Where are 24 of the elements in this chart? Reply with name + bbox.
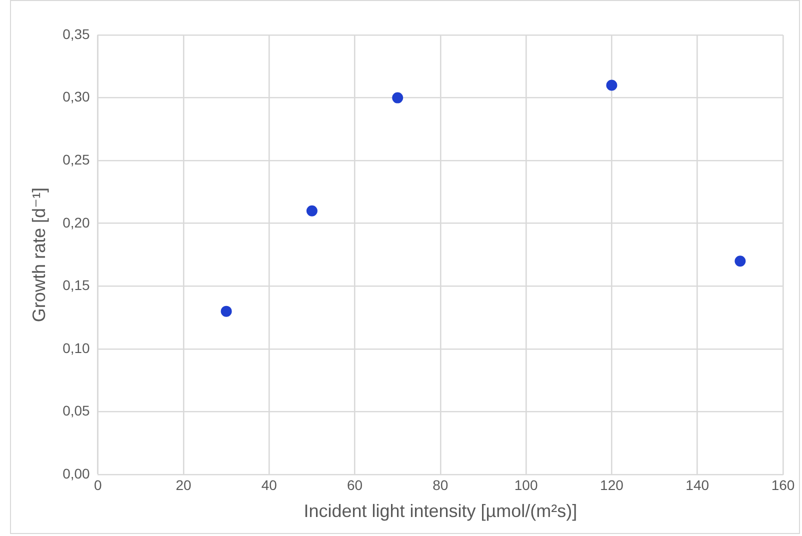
y-tick-label: 0,30 [62,88,90,105]
point [392,92,404,104]
x-tick-label: 100 [514,476,538,493]
y-tick-label: 0,05 [62,402,90,419]
y-tick-label: 0,00 [62,465,90,482]
x-axis-title: Incident light intensity [µmol/(m²s)] [304,501,578,522]
y-tick-label: 0,10 [62,340,90,356]
x-tick-label: 160 [771,476,795,493]
x-tick-label: 0 [94,476,102,493]
y-tick-label: 0,15 [62,277,90,294]
x-tick-label: 140 [686,476,710,493]
x-tick-label: 20 [176,476,192,493]
x-tick-label: 120 [600,476,624,493]
point [306,205,318,216]
x-tick-label: 40 [261,476,278,493]
point [220,306,232,317]
y-tick-label: 0,20 [62,214,90,230]
point [734,256,746,267]
y-tick-label: 0,25 [62,151,90,168]
y-tick-label: 0,35 [62,26,90,42]
x-tick-label: 60 [346,476,363,493]
x-tick-label: 80 [432,476,448,493]
y-axis-title: Growth rate [d⁻¹] [28,188,49,322]
point [606,80,618,91]
